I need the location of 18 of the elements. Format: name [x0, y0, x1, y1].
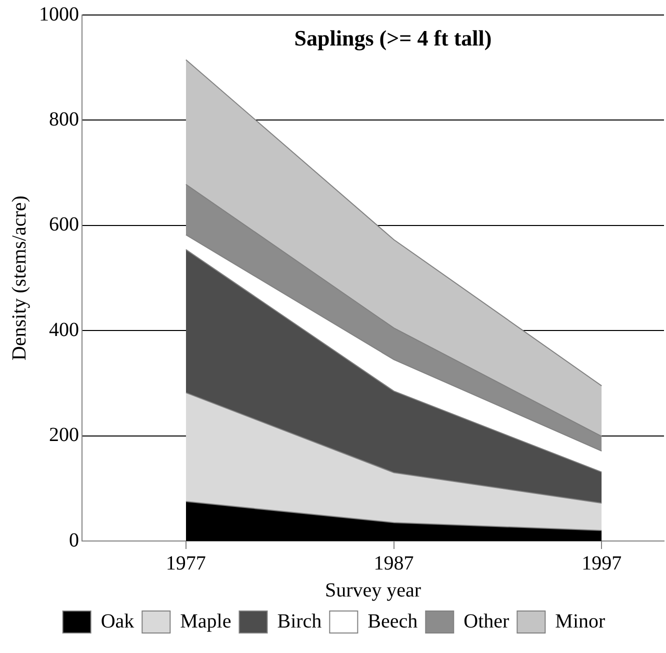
text: Saplings (>= 4 ft tall)	[294, 26, 492, 51]
legend-label: Beech	[368, 610, 418, 632]
y-tick-label: 800	[49, 108, 79, 130]
x-tick-label: 1987	[374, 552, 414, 574]
legend-label: Birch	[277, 610, 322, 632]
legend-label: Maple	[180, 610, 232, 632]
y-tick-label: 400	[49, 318, 79, 341]
x-tick-label: 1977	[166, 552, 206, 574]
x-tick-label: 1997	[582, 552, 622, 574]
legend-label: Other	[464, 610, 510, 632]
legend-label: Minor	[555, 610, 606, 632]
legend-label: Oak	[100, 610, 134, 632]
x-axis-title: Survey year	[324, 579, 422, 602]
y-tick-label: 600	[49, 214, 79, 236]
y-tick-label: 200	[49, 424, 79, 446]
y-tick-label: 1000	[39, 3, 79, 26]
y-tick-label: 0	[69, 529, 79, 552]
y-axis-title: Density (stems/acre)	[8, 196, 30, 360]
